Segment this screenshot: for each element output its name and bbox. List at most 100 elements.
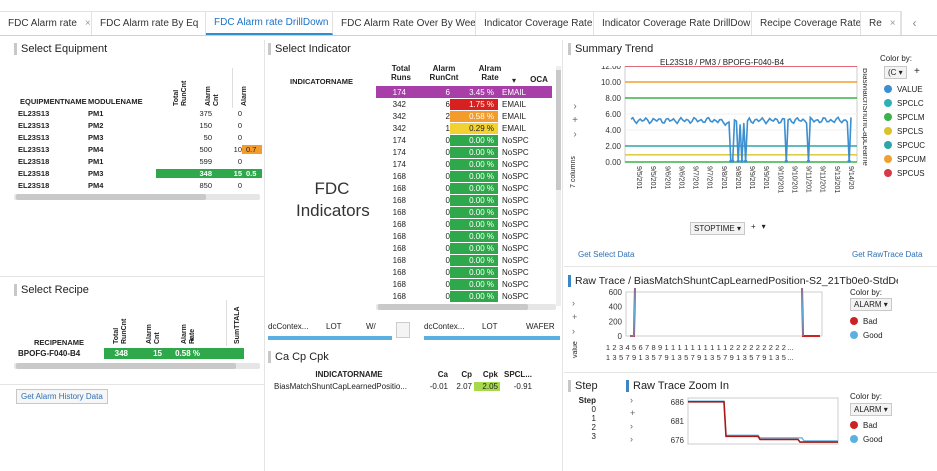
copy-icon[interactable] xyxy=(396,322,410,338)
step-value[interactable]: 0 xyxy=(591,405,596,414)
add-icon[interactable]: + xyxy=(572,115,578,126)
add-icon[interactable]: + xyxy=(914,66,920,77)
table-row[interactable]: 174 6 3.45 % EMAIL xyxy=(376,86,552,98)
table-row[interactable]: EL23S13 PM2 150 0 xyxy=(18,119,262,131)
expand-icon[interactable]: › xyxy=(573,129,577,140)
table-row[interactable]: EL23S13 PM3 50 0 xyxy=(18,131,262,143)
expand-icon[interactable]: › xyxy=(630,434,633,444)
table-row[interactable]: EL23S13 PM4 500 10 0.7 xyxy=(18,143,262,155)
step-value[interactable]: 3 xyxy=(591,432,596,441)
color-by-select[interactable]: ALARM ▾ xyxy=(850,403,892,416)
x-tick-label: 7 xyxy=(723,353,727,362)
tab-fdc-alarm-rate-over-by-week[interactable]: FDC Alarm Rate Over By Week× xyxy=(333,11,476,35)
tab-indicator-coverage-rate-drilldown[interactable]: Indicator Coverage Rate DrillDown× xyxy=(594,11,752,35)
legend-item[interactable]: Bad xyxy=(850,314,883,328)
tab-indicator-coverage-rate[interactable]: Indicator Coverage Rate× xyxy=(476,11,594,35)
context-table-right-row[interactable] xyxy=(424,336,560,340)
table-row[interactable]: EL23S13 PM1 375 0 xyxy=(18,107,262,119)
legend-item[interactable]: Good xyxy=(850,328,883,342)
context-table-left-row[interactable] xyxy=(268,336,392,340)
table-row[interactable]: 168 0 0.00 % NoSPC xyxy=(376,230,552,242)
table-row[interactable]: 168 0 0.00 % NoSPC xyxy=(376,170,552,182)
columns-label[interactable]: 7 columns xyxy=(570,156,577,188)
table-row[interactable]: 342 1 0.29 % EMAIL xyxy=(376,122,552,134)
legend-item[interactable]: SPCUC xyxy=(884,138,926,152)
table-row[interactable]: EL23S18 PM3 348 15 0.5 xyxy=(18,167,262,179)
scrollbar-thumb[interactable] xyxy=(16,363,236,369)
table-cell: 3.45 % xyxy=(450,86,498,98)
table-cell: 6 xyxy=(445,87,450,97)
legend-item[interactable]: SPCUM xyxy=(884,152,926,166)
x-tick-label: 3 xyxy=(678,353,682,362)
color-by-value: ALARM xyxy=(854,300,882,309)
cacp-cpk: 2.05 xyxy=(474,381,500,391)
table-row[interactable]: 342 6 1.75 % EMAIL xyxy=(376,98,552,110)
expand-icon[interactable]: › xyxy=(630,421,633,431)
x-tick-label: 9 xyxy=(658,343,662,352)
table-row[interactable]: 168 0 0.00 % NoSPC xyxy=(376,242,552,254)
add-icon[interactable]: + xyxy=(572,312,578,322)
legend-item[interactable]: SPCUS xyxy=(884,166,926,180)
legend-item[interactable]: Bad xyxy=(850,418,883,432)
table-row[interactable]: 168 0 0.00 % NoSPC xyxy=(376,254,552,266)
tab-fdc-alarm-rate[interactable]: FDC Alarm rate × xyxy=(0,11,92,35)
expand-icon[interactable]: › xyxy=(572,326,575,336)
legend-dot-icon xyxy=(850,331,858,339)
x-tick-label: 1 xyxy=(638,353,642,362)
table-row[interactable]: 168 0 0.00 % NoSPC xyxy=(376,182,552,194)
table-row[interactable]: 342 2 0.58 % EMAIL xyxy=(376,110,552,122)
table-row[interactable]: 168 0 0.00 % NoSPC xyxy=(376,278,552,290)
color-by-select[interactable]: ALARM ▾ xyxy=(850,298,892,311)
legend-item[interactable]: SPCLM xyxy=(884,110,926,124)
x-tick-label: 1 xyxy=(671,343,675,352)
table-cell: 0 xyxy=(237,108,242,118)
scrollbar-thumb[interactable] xyxy=(378,304,528,310)
table-row[interactable]: 168 0 0.00 % NoSPC xyxy=(376,206,552,218)
table-row[interactable]: 168 0 0.00 % NoSPC xyxy=(376,266,552,278)
expand-icon[interactable]: › xyxy=(630,395,633,405)
color-by-select[interactable]: (C ▾ xyxy=(884,66,907,79)
panel-title-select-equipment: Select Equipment xyxy=(14,43,107,55)
x-tick-label: 9/10/201 xyxy=(776,166,783,193)
expand-icon[interactable]: › xyxy=(573,101,577,112)
table-row[interactable]: EL23S18 PM1 599 0 xyxy=(18,155,262,167)
tab-scroll-left-icon[interactable]: ‹ xyxy=(901,11,927,35)
y-axis-right-label: BiasMatchShuntCapLearne xyxy=(861,68,867,166)
get-rawtrace-data-button[interactable]: Get RawTrace Data xyxy=(852,250,923,259)
legend-item[interactable]: SPCLS xyxy=(884,124,926,138)
table-row[interactable]: 174 0 0.00 % NoSPC xyxy=(376,134,552,146)
tab-overflow[interactable]: Re × xyxy=(861,11,901,35)
tab-fdc-alarm-rate-drilldown[interactable]: FDC Alarm rate DrillDown× xyxy=(206,11,333,35)
add-icon[interactable]: + xyxy=(751,222,756,231)
table-row[interactable]: 168 0 0.00 % NoSPC xyxy=(376,218,552,230)
value-point xyxy=(847,159,851,163)
table-cell: NoSPC xyxy=(502,159,529,169)
sort-desc-icon[interactable]: ▾ xyxy=(512,76,517,85)
step-value[interactable]: 1 xyxy=(591,414,596,423)
get-alarm-history-data-button[interactable]: Get Alarm History Data xyxy=(16,389,108,404)
cacp-row[interactable]: BiasMatchShuntCapLearnedPositio... -0.01… xyxy=(274,381,564,391)
get-select-data-button[interactable]: Get Select Data xyxy=(578,250,635,259)
recipe-row[interactable]: BPOFG-F040-B4 348 15 0.58 % xyxy=(18,348,262,359)
legend-item[interactable]: SPCLC xyxy=(884,96,926,110)
close-icon[interactable]: × xyxy=(84,18,91,29)
table-row[interactable]: 174 0 0.00 % NoSPC xyxy=(376,158,552,170)
expand-icon[interactable]: › xyxy=(572,298,575,308)
chevron-down-icon[interactable]: ▾ xyxy=(761,222,766,231)
table-row[interactable]: 174 0 0.00 % NoSPC xyxy=(376,146,552,158)
scrollbar-thumb[interactable] xyxy=(556,70,561,190)
table-row[interactable]: EL23S18 PM4 850 0 xyxy=(18,179,262,191)
sort-desc-icon[interactable]: ▾ xyxy=(190,337,194,344)
table-row[interactable]: 168 0 0.00 % NoSPC xyxy=(376,194,552,206)
tab-fdc-alarm-rate-by-eq[interactable]: FDC Alarm rate By Eq× xyxy=(92,11,206,35)
tab-recipe-coverage-rate[interactable]: Recipe Coverage Rate× xyxy=(752,11,861,35)
legend-label: SPCUM xyxy=(897,154,926,164)
close-icon[interactable]: × xyxy=(889,18,896,29)
table-row[interactable]: 168 0 0.00 % NoSPC xyxy=(376,290,552,302)
add-icon[interactable]: + xyxy=(630,408,636,418)
x-axis-selector[interactable]: STOPTIME ▾ + ▾ xyxy=(690,222,766,235)
scrollbar-thumb[interactable] xyxy=(16,194,206,200)
legend-item[interactable]: VALUE xyxy=(884,82,926,96)
legend-item[interactable]: Good xyxy=(850,432,883,446)
step-value[interactable]: 2 xyxy=(591,423,596,432)
